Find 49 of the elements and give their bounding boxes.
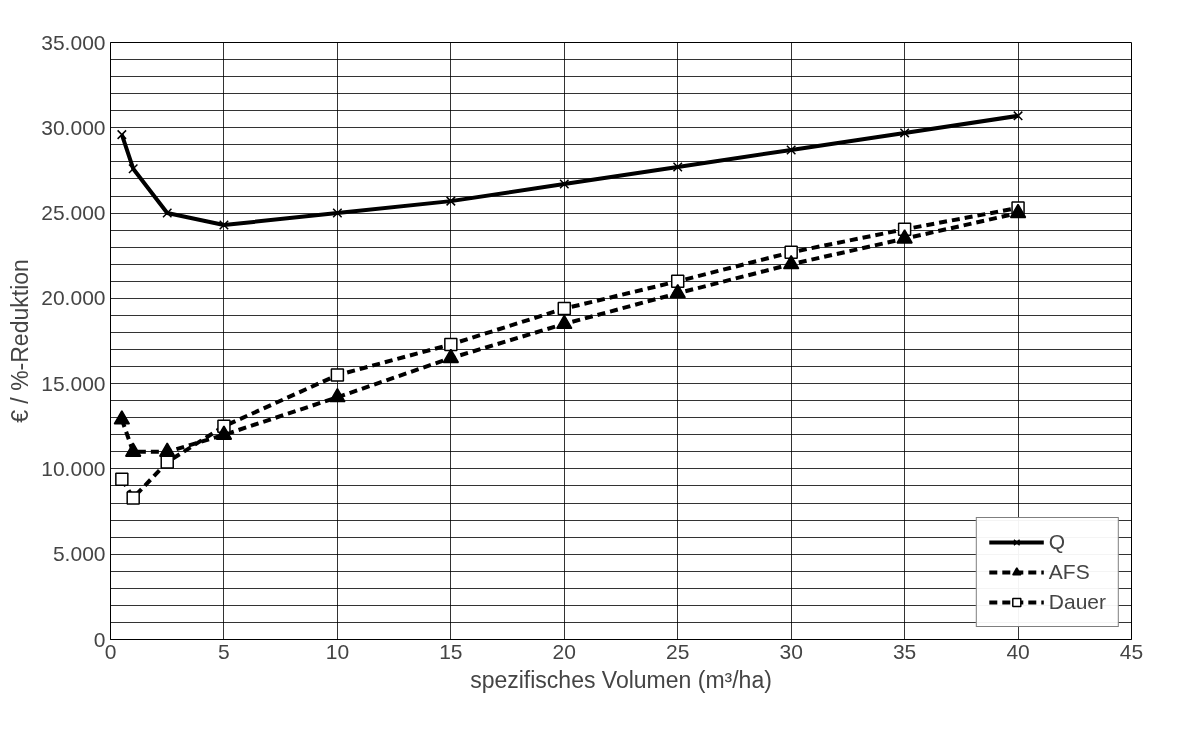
point: [113, 410, 131, 425]
x-axis-title: spezifisches Volumen (m³/ha): [470, 666, 772, 693]
point: [442, 348, 460, 364]
y-tick-label: 25.000: [41, 201, 106, 225]
point: [1009, 203, 1027, 219]
point: [559, 179, 570, 190]
legend-label: AFS: [1048, 560, 1090, 584]
x-tick-label: 40: [1006, 639, 1030, 663]
legend-label: Q: [1048, 530, 1067, 554]
y-axis-title: € / %-Reduktion: [7, 259, 34, 423]
point: [160, 455, 174, 469]
point: [215, 425, 233, 440]
point: [669, 283, 686, 299]
point: [330, 368, 345, 382]
point: [786, 144, 797, 155]
point: [1013, 110, 1024, 121]
point: [218, 220, 229, 230]
y-tick-label: 5.000: [52, 542, 106, 566]
point: [672, 162, 683, 173]
x-tick-label: 15: [439, 639, 463, 663]
x-tick-label: 25: [666, 639, 690, 663]
point: [126, 491, 140, 505]
point: [782, 254, 800, 270]
x-tick-label: 30: [779, 639, 803, 663]
point: [329, 387, 346, 403]
x-tick-label: 20: [552, 639, 576, 663]
point: [899, 127, 910, 138]
point: [115, 472, 129, 486]
x-tick-label: 45: [1119, 639, 1144, 663]
point: [162, 208, 173, 219]
y-tick-label: 30.000: [41, 115, 106, 139]
x-tick-label: 35: [892, 639, 917, 663]
point: [116, 129, 127, 140]
point: [444, 337, 458, 352]
y-tick-label: 35.000: [41, 30, 106, 54]
point: [332, 208, 343, 219]
x-tick-label: 10: [325, 639, 350, 663]
point: [784, 245, 798, 260]
point: [557, 301, 572, 316]
point: [896, 229, 913, 244]
y-tick-label: 20.000: [41, 286, 106, 310]
point: [158, 442, 176, 457]
point: [556, 314, 573, 330]
point: [124, 442, 142, 457]
x-tick-label: 5: [218, 639, 230, 663]
y-tick-label: 15.000: [41, 371, 106, 395]
legend-label: Dauer: [1048, 590, 1106, 614]
y-tick-label: 10.000: [41, 456, 106, 480]
point: [445, 196, 456, 207]
